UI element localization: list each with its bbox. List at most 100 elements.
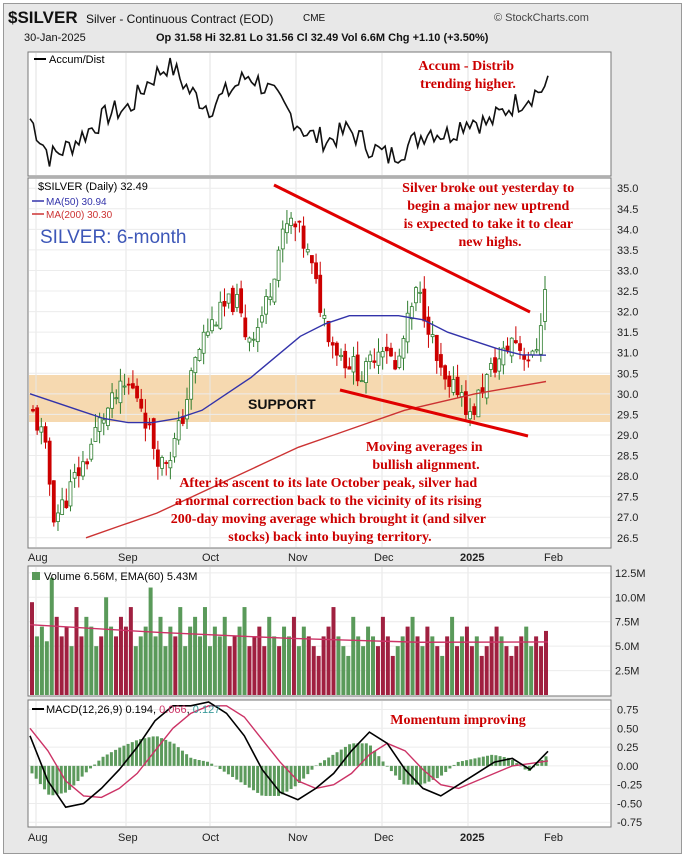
candle-body <box>177 421 180 440</box>
candle-body <box>381 351 384 356</box>
candle-body <box>327 321 330 341</box>
price-x-label: Sep <box>118 552 138 564</box>
candle-body <box>161 457 164 468</box>
volume-bar <box>45 641 49 695</box>
ma50-label: MA(50) 30.94 <box>46 197 107 208</box>
volume-bar <box>336 636 340 695</box>
candle-body <box>498 359 501 371</box>
volume-bar <box>267 617 271 695</box>
candle-body <box>365 362 368 383</box>
macd-histogram-bar <box>511 760 514 766</box>
candle-body <box>248 338 251 342</box>
volume-tick-label: 12.5M <box>615 568 646 580</box>
candle-body <box>252 339 255 340</box>
macd-histogram-bar <box>93 765 96 766</box>
candle-body <box>285 224 288 233</box>
volume-bar <box>94 646 98 695</box>
macd-tick-label: 0.25 <box>617 742 638 754</box>
candle-body <box>240 289 243 313</box>
volume-bar <box>455 646 459 695</box>
candle-body <box>431 335 434 337</box>
macd-histogram-bar <box>202 761 205 766</box>
volume-bar <box>55 617 59 695</box>
volume-bar <box>539 646 543 695</box>
price-tick-label: 27.0 <box>617 512 638 524</box>
candle-body <box>219 302 222 328</box>
volume-bar <box>134 646 138 695</box>
macd-histogram-bar <box>223 766 226 772</box>
volume-bar <box>223 617 227 695</box>
price-label: $SILVER (Daily) 32.49 <box>38 181 148 193</box>
macd-histogram-bar <box>306 766 309 774</box>
macd-histogram-bar <box>173 744 176 766</box>
volume-tick-label: 2.5M <box>615 666 639 678</box>
volume-bar <box>74 607 78 695</box>
candle-body <box>215 325 218 326</box>
volume-bar <box>416 636 420 695</box>
macd-histogram-bar <box>494 755 497 766</box>
candle-body <box>260 316 263 322</box>
candle-body <box>389 348 392 356</box>
price-tick-label: 28.0 <box>617 471 638 483</box>
macd-x-label: Aug <box>28 832 48 844</box>
volume-bar <box>391 656 395 695</box>
macd-histogram-bar <box>457 762 460 766</box>
candle-body <box>444 366 447 379</box>
macd-histogram-bar <box>68 766 71 790</box>
volume-bar <box>376 646 380 695</box>
volume-bar <box>173 636 177 695</box>
volume-bar <box>524 627 528 695</box>
macd-histogram-bar <box>135 740 138 766</box>
volume-bar <box>218 636 222 695</box>
candle-body <box>419 292 422 293</box>
candle-body <box>294 224 297 227</box>
macd-histogram-bar <box>315 766 318 767</box>
price-tick-label: 27.5 <box>617 492 638 504</box>
price-tick-label: 35.0 <box>617 183 638 195</box>
volume-bar <box>371 636 375 695</box>
macd-histogram-bar <box>185 754 188 766</box>
price-tick-label: 30.0 <box>617 389 638 401</box>
macd-histogram-bar <box>473 758 476 765</box>
macd-histogram-bar <box>248 766 251 788</box>
volume-bar <box>109 627 113 695</box>
volume-bar <box>386 636 390 695</box>
candle-body <box>298 221 301 222</box>
volume-bar <box>163 646 167 695</box>
candle-body <box>40 427 43 432</box>
volume-tick-label: 10.0M <box>615 592 646 604</box>
volume-bar <box>262 646 266 695</box>
macd-histogram-bar <box>281 766 284 794</box>
volume-bar <box>40 627 44 695</box>
candle-body <box>119 381 122 403</box>
macd-histogram-bar <box>118 748 121 766</box>
volume-bar <box>297 646 301 695</box>
candle-body <box>506 346 509 350</box>
candle-body <box>94 427 97 441</box>
macd-histogram-bar <box>382 761 385 765</box>
macd-tick-label: -0.25 <box>617 780 642 792</box>
macd-histogram-bar <box>319 763 322 766</box>
volume-bar <box>307 636 311 695</box>
volume-bar <box>149 588 153 695</box>
macd-histogram-bar <box>390 766 393 771</box>
candle-body <box>356 355 359 381</box>
macd-histogram-bar <box>373 751 376 766</box>
volume-bar <box>277 646 281 695</box>
volume-bar <box>490 636 494 695</box>
macd-histogram-bar <box>110 752 113 766</box>
macd-tick-label: 0.00 <box>617 761 638 773</box>
volume-bar <box>233 636 237 695</box>
macd-tick-label: -0.50 <box>617 798 642 810</box>
volume-bar <box>203 607 207 695</box>
macd-histogram-bar <box>60 766 63 794</box>
volume-bar <box>500 636 504 695</box>
price-tick-label: 28.5 <box>617 451 638 463</box>
candle-body <box>348 367 351 369</box>
price-tick-label: 31.5 <box>617 327 638 339</box>
volume-bar <box>440 656 444 695</box>
candle-body <box>231 288 234 311</box>
volume-bar <box>406 627 410 695</box>
macd-histogram-bar <box>290 766 293 789</box>
candle-body <box>377 352 380 365</box>
